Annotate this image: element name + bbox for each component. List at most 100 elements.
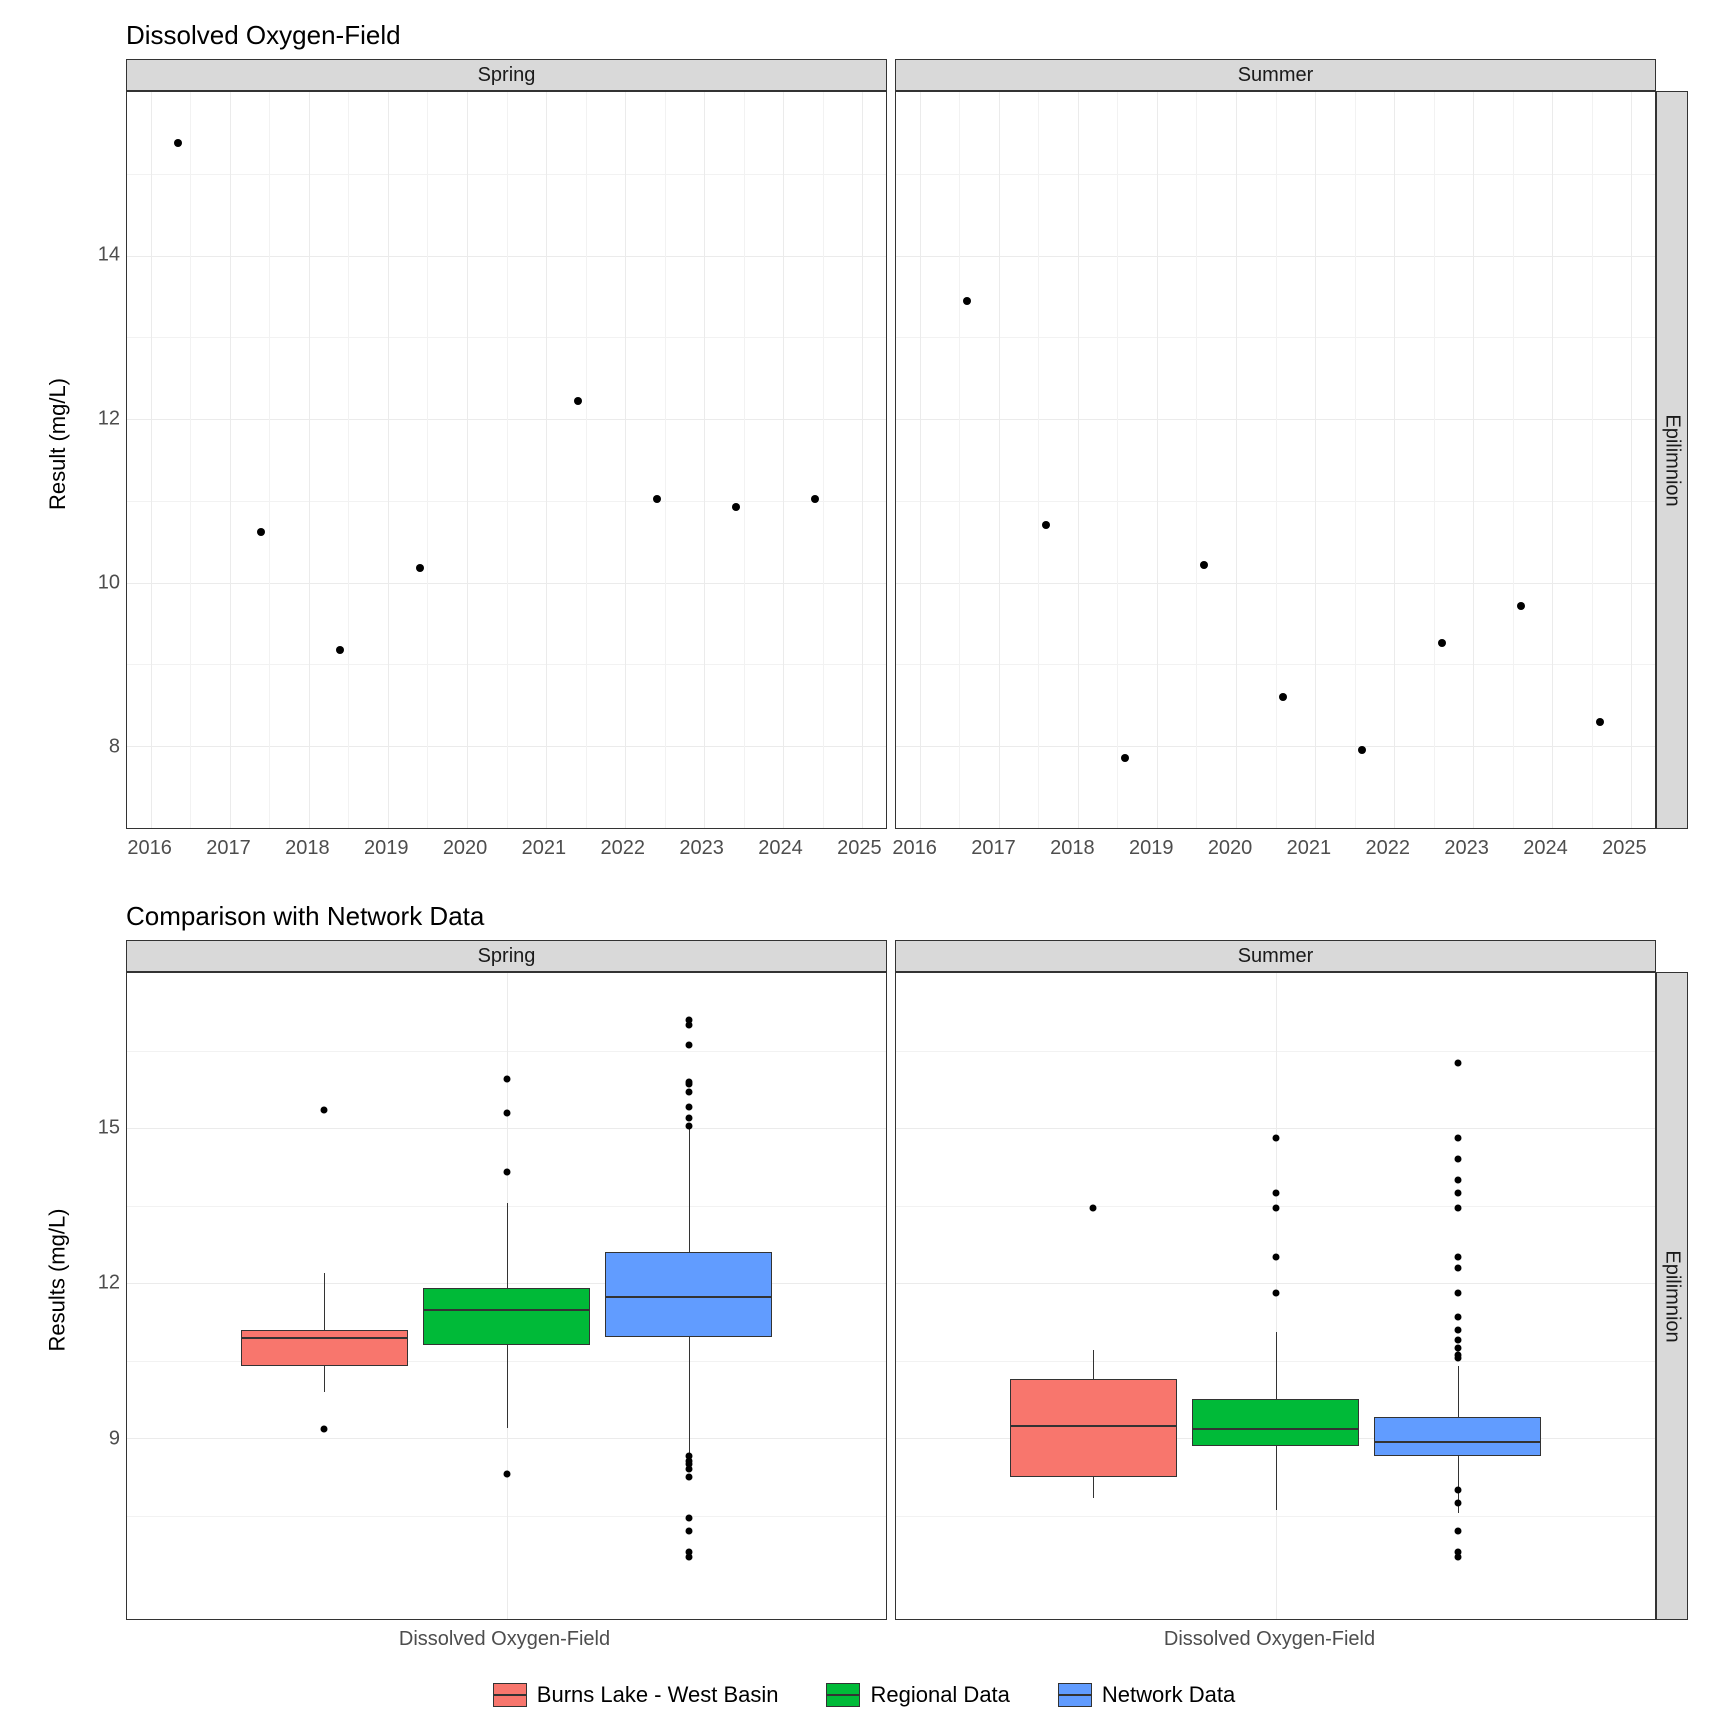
xtick-label: 2018 bbox=[285, 837, 330, 860]
box bbox=[605, 1252, 772, 1337]
box bbox=[241, 1330, 408, 1366]
legend-label: Burns Lake - West Basin bbox=[537, 1682, 779, 1708]
outlier-point bbox=[1454, 1060, 1461, 1067]
outlier-point bbox=[1454, 1189, 1461, 1196]
scatter-panels: SpringSummer bbox=[126, 59, 1656, 829]
outlier-point bbox=[1454, 1135, 1461, 1142]
xtick-label: 2017 bbox=[971, 837, 1016, 860]
boxplot-ylabel: Results (mg/L) bbox=[45, 1209, 71, 1352]
outlier-point bbox=[1272, 1254, 1279, 1261]
strip-top: Spring bbox=[126, 59, 887, 91]
outlier-point bbox=[1090, 1205, 1097, 1212]
outlier-point bbox=[1272, 1189, 1279, 1196]
outlier-point bbox=[503, 1075, 510, 1082]
scatter-plot-area bbox=[895, 91, 1656, 829]
boxplot-panels: SpringSummer bbox=[126, 940, 1656, 1620]
data-point bbox=[1279, 693, 1287, 701]
data-point bbox=[1358, 746, 1366, 754]
data-point bbox=[1200, 561, 1208, 569]
outlier-point bbox=[503, 1471, 510, 1478]
outlier-point bbox=[503, 1169, 510, 1176]
boxplot-xaxis: Dissolved Oxygen-FieldDissolved Oxygen-F… bbox=[40, 1626, 1688, 1652]
box bbox=[1192, 1399, 1359, 1446]
legend: Burns Lake - West Basin Regional Data Netw… bbox=[40, 1682, 1688, 1708]
legend-key-icon bbox=[493, 1683, 527, 1707]
data-point bbox=[811, 495, 819, 503]
xtick-label: 2021 bbox=[522, 837, 567, 860]
outlier-point bbox=[1272, 1205, 1279, 1212]
data-point bbox=[416, 564, 424, 572]
scatter-ylabel: Result (mg/L) bbox=[45, 378, 71, 510]
outlier-point bbox=[1454, 1313, 1461, 1320]
scatter-strip-right-label: Epilimnion bbox=[1661, 414, 1684, 506]
scatter-ytick-col: 8101214 bbox=[76, 59, 126, 829]
scatter-strip-right: Epilimnion bbox=[1656, 91, 1688, 829]
outlier-point bbox=[685, 1528, 692, 1535]
xtick-label: 2019 bbox=[364, 837, 409, 860]
legend-label: Network Data bbox=[1102, 1682, 1235, 1708]
legend-item: Network Data bbox=[1058, 1682, 1235, 1708]
ytick-label: 9 bbox=[109, 1427, 120, 1450]
ytick-label: 15 bbox=[98, 1116, 120, 1139]
outlier-point bbox=[1454, 1156, 1461, 1163]
outlier-point bbox=[1454, 1290, 1461, 1297]
outlier-point bbox=[1454, 1355, 1461, 1362]
outlier-point bbox=[1454, 1528, 1461, 1535]
legend-key-icon bbox=[826, 1683, 860, 1707]
legend-item: Burns Lake - West Basin bbox=[493, 1682, 779, 1708]
outlier-point bbox=[1454, 1553, 1461, 1560]
outlier-point bbox=[685, 1473, 692, 1480]
box bbox=[423, 1288, 590, 1345]
xtick-label: 2023 bbox=[679, 837, 724, 860]
outlier-point bbox=[1272, 1135, 1279, 1142]
outlier-point bbox=[685, 1042, 692, 1049]
strip-top: Summer bbox=[895, 940, 1656, 972]
boxplot-ylabel-wrap: Results (mg/L) bbox=[40, 940, 76, 1620]
xtick-label: 2025 bbox=[1602, 837, 1647, 860]
outlier-point bbox=[685, 1466, 692, 1473]
outlier-point bbox=[685, 1021, 692, 1028]
outlier-point bbox=[685, 1114, 692, 1121]
boxplot-plot-area bbox=[126, 972, 887, 1620]
outlier-point bbox=[1454, 1499, 1461, 1506]
boxplot-panel: Summer bbox=[895, 940, 1656, 1620]
scatter-ylabel-wrap: Result (mg/L) bbox=[40, 59, 76, 829]
strip-top: Spring bbox=[126, 940, 887, 972]
data-point bbox=[257, 528, 265, 536]
outlier-point bbox=[685, 1515, 692, 1522]
xtick-label: 2024 bbox=[758, 837, 803, 860]
boxplot-strip-right: Epilimnion bbox=[1656, 972, 1688, 1620]
outlier-point bbox=[685, 1122, 692, 1129]
outlier-point bbox=[1454, 1264, 1461, 1271]
box bbox=[1010, 1379, 1177, 1477]
xtick-label: 2017 bbox=[206, 837, 251, 860]
scatter-block: Dissolved Oxygen-Field Result (mg/L) 810… bbox=[40, 20, 1688, 861]
scatter-plot-area bbox=[126, 91, 887, 829]
xtick-label: Dissolved Oxygen-Field bbox=[399, 1628, 610, 1651]
outlier-point bbox=[1454, 1336, 1461, 1343]
boxplot-block: Comparison with Network Data Results (mg… bbox=[40, 901, 1688, 1652]
ytick-label: 8 bbox=[109, 736, 120, 759]
strip-top: Summer bbox=[895, 59, 1656, 91]
xtick-label: 2022 bbox=[601, 837, 646, 860]
outlier-point bbox=[685, 1553, 692, 1560]
ytick-label: 12 bbox=[98, 1272, 120, 1295]
outlier-point bbox=[1454, 1486, 1461, 1493]
xtick-label: 2018 bbox=[1050, 837, 1095, 860]
xtick-label: 2020 bbox=[1208, 837, 1253, 860]
xtick-label: 2016 bbox=[127, 837, 172, 860]
outlier-point bbox=[1454, 1326, 1461, 1333]
xtick-label: 2022 bbox=[1366, 837, 1411, 860]
data-point bbox=[1596, 718, 1604, 726]
outlier-point bbox=[685, 1081, 692, 1088]
xtick-label: 2016 bbox=[892, 837, 937, 860]
xtick-label: 2023 bbox=[1444, 837, 1489, 860]
scatter-title: Dissolved Oxygen-Field bbox=[126, 20, 1688, 51]
outlier-point bbox=[1454, 1176, 1461, 1183]
data-point bbox=[732, 503, 740, 511]
outlier-point bbox=[685, 1104, 692, 1111]
outlier-point bbox=[685, 1088, 692, 1095]
legend-label: Regional Data bbox=[870, 1682, 1009, 1708]
data-point bbox=[1438, 639, 1446, 647]
figure: Dissolved Oxygen-Field Result (mg/L) 810… bbox=[0, 0, 1728, 1728]
